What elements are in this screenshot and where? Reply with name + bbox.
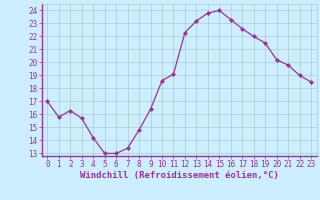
X-axis label: Windchill (Refroidissement éolien,°C): Windchill (Refroidissement éolien,°C) [80,171,279,180]
